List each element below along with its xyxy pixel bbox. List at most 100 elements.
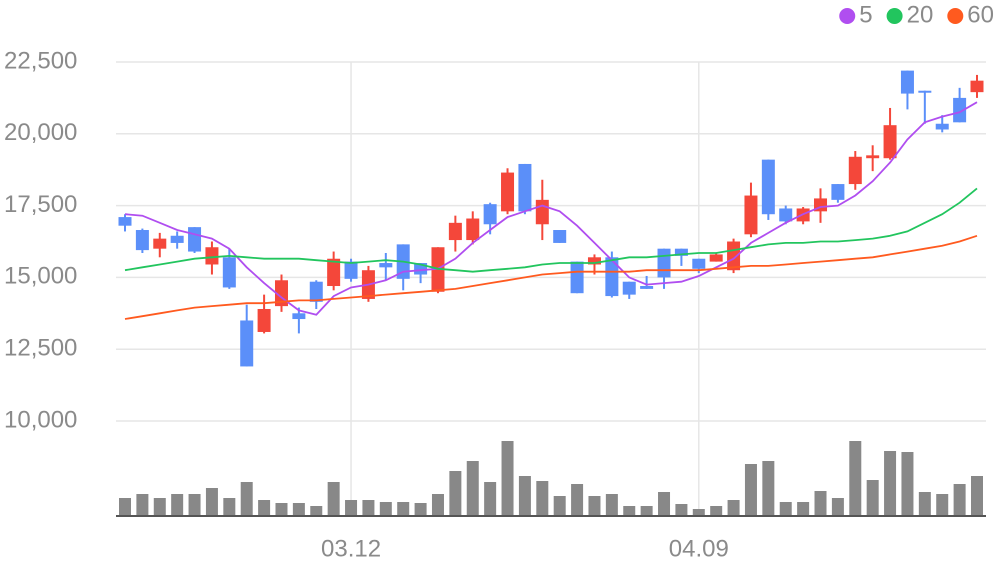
candle-body (918, 90, 932, 93)
volume-bar (449, 471, 462, 516)
volume-bar (327, 482, 340, 516)
candle-body (327, 258, 341, 287)
y-tick-label: 20,000 (4, 119, 77, 146)
candle-body (935, 123, 949, 130)
volume-bar (501, 441, 514, 516)
volume-bar (119, 498, 131, 516)
volume-bar (692, 509, 705, 516)
candle-body (831, 184, 845, 200)
volume-bar (953, 484, 966, 516)
candle-body (118, 217, 132, 226)
volume-bar (414, 503, 427, 516)
x-tick-label: 03.12 (321, 535, 381, 562)
candle-body (657, 248, 671, 278)
candle-body (640, 286, 654, 289)
candle-body (535, 199, 549, 225)
volume-bar (762, 461, 775, 516)
volume-bar (553, 496, 566, 516)
volume-bar (884, 451, 897, 516)
volume-bar (814, 491, 827, 516)
volume-bar (275, 503, 288, 516)
volume-bar (484, 482, 497, 516)
candle-body (414, 263, 428, 275)
candle-body (483, 204, 497, 225)
volume-bar (936, 494, 949, 516)
y-tick-label: 15,000 (4, 263, 77, 290)
volume-bar (223, 498, 236, 516)
volume-bar (640, 506, 653, 516)
candle-body (605, 257, 619, 297)
candle-body (153, 238, 167, 249)
legend-marker (947, 8, 964, 24)
candle-body (779, 208, 793, 222)
volume-bar (188, 494, 201, 516)
volume-bar (536, 481, 549, 516)
x-tick-label: 04.09 (669, 535, 729, 562)
legend-marker (886, 8, 903, 24)
volume-bar (397, 502, 410, 516)
candle-body (309, 281, 323, 302)
volume-bar (240, 482, 253, 516)
volume-bar (866, 480, 879, 516)
candle-body (257, 308, 271, 332)
volume-bar (901, 452, 914, 516)
legend-label: 60 (967, 1, 994, 28)
candle-body (466, 218, 480, 241)
volume-bar (171, 494, 184, 516)
candle-body (883, 125, 897, 159)
volume-bar (466, 461, 479, 516)
candle-body (344, 261, 358, 279)
y-tick-label: 10,000 (4, 406, 77, 433)
volume-bar (849, 441, 862, 516)
legend-label: 20 (907, 1, 934, 28)
legend: 5 20 60 (839, 1, 994, 28)
volume-bar (136, 494, 149, 516)
legend-label: 5 (859, 1, 872, 28)
volume-bar (292, 503, 305, 516)
candle-body (170, 235, 184, 243)
volume-bar (518, 476, 531, 516)
candle-body (709, 254, 723, 262)
candle-body (501, 172, 515, 212)
candle-body (866, 155, 880, 159)
volume-bar (153, 498, 166, 516)
candle-body (953, 97, 967, 123)
candle-body (518, 163, 532, 212)
candle-body (674, 248, 688, 256)
volume-bar (258, 500, 271, 516)
volume-bar (710, 506, 723, 516)
candle-body (240, 320, 254, 367)
volume-bar (310, 506, 323, 516)
candle-body (135, 230, 149, 251)
candle-body (379, 263, 393, 268)
volume-bar (362, 500, 375, 516)
candle-body (622, 281, 636, 295)
volume-bar (918, 492, 931, 516)
candle-body (570, 261, 584, 294)
candle-body (222, 257, 236, 288)
candle-body (970, 80, 984, 93)
candle-body (553, 230, 567, 243)
moving-average-line (124, 101, 978, 316)
volume-bar (658, 492, 671, 516)
volume-bar (605, 494, 618, 516)
volume-bar (971, 476, 983, 516)
candle-body (448, 222, 462, 241)
volume-bar (588, 496, 601, 516)
candle-body (744, 195, 758, 235)
volume-bar (675, 504, 688, 516)
legend-marker (839, 8, 856, 24)
volume-bar (831, 498, 844, 516)
candle-body (292, 313, 306, 320)
candle-body (205, 247, 219, 265)
volume-bar (623, 506, 636, 516)
volume-bar (727, 500, 740, 516)
candle-body (587, 257, 601, 265)
candle-body (900, 70, 914, 94)
volume-bar (205, 488, 218, 516)
volume-bar (744, 464, 757, 516)
moving-average-line (124, 234, 978, 320)
y-tick-label: 17,500 (4, 191, 77, 218)
y-tick-label: 12,500 (4, 335, 77, 362)
volume-bar (431, 494, 444, 516)
